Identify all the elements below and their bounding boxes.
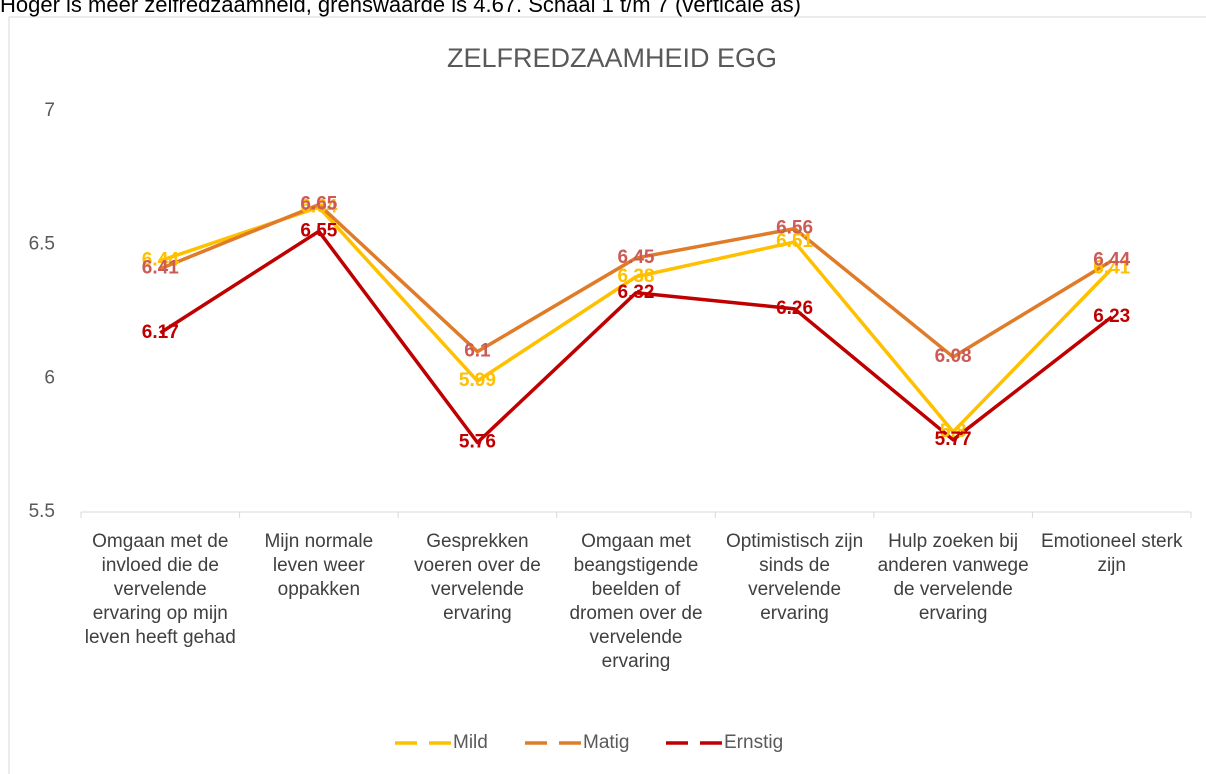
data-label: 5.76 xyxy=(459,432,496,453)
data-label: 6.44 xyxy=(1093,250,1130,271)
y-tick-label: 7 xyxy=(44,100,55,121)
data-label: 5.8 xyxy=(940,421,966,442)
data-label: 6.41 xyxy=(142,258,179,279)
x-tick-label: Gesprekken voeren over de vervelende erv… xyxy=(414,531,541,624)
data-label: 6.32 xyxy=(618,282,655,303)
data-label: 6.51 xyxy=(776,231,813,252)
data-label: 5.99 xyxy=(459,370,496,391)
x-tick-label: Hulp zoeken bij anderen vanwege de verve… xyxy=(877,531,1029,624)
x-tick-label: Optimistisch zijn sinds de vervelende er… xyxy=(725,531,864,624)
data-label: 6.55 xyxy=(300,220,337,241)
legend-label: Mild xyxy=(453,732,488,753)
x-tick-label: Omgaan met beangstigende beelden of drom… xyxy=(569,531,703,672)
line xyxy=(159,202,1113,359)
x-tick-label: Emotioneel sterk zijn xyxy=(1040,531,1183,576)
data-label: 6.65 xyxy=(300,194,337,215)
y-tick-label: 5.5 xyxy=(29,501,55,522)
legend-label: Ernstig xyxy=(724,732,783,753)
data-label: 6.38 xyxy=(618,266,655,287)
data-label: 6.1 xyxy=(464,341,491,362)
data-label: 6.64 xyxy=(300,196,337,217)
data-label: 6.45 xyxy=(618,247,655,268)
data-label: 6.26 xyxy=(776,298,813,319)
line xyxy=(159,229,1113,445)
data-label: 6.23 xyxy=(1093,306,1130,327)
legend-label: Matig xyxy=(583,732,629,753)
x-tick-label: Mijn normale leven weer oppakken xyxy=(264,531,374,600)
y-tick-label: 6 xyxy=(44,367,55,388)
chart-border xyxy=(8,16,1206,774)
chart-title: ZELFREDZAAMHEID EGG xyxy=(447,43,777,73)
data-label: 6.44 xyxy=(142,250,179,271)
data-label: 6.17 xyxy=(142,322,179,343)
data-label: 6.56 xyxy=(776,218,813,239)
data-label: 6.41 xyxy=(1093,258,1130,279)
data-label: 5.77 xyxy=(935,429,972,450)
y-tick-label: 6.5 xyxy=(29,234,55,255)
data-label: 6.08 xyxy=(935,346,972,367)
note: Hoger is meer zelfredzaamheid, grenswaar… xyxy=(0,0,801,17)
x-tick-label: Omgaan met de invloed die de vervelende … xyxy=(84,531,236,648)
line xyxy=(159,205,1113,434)
